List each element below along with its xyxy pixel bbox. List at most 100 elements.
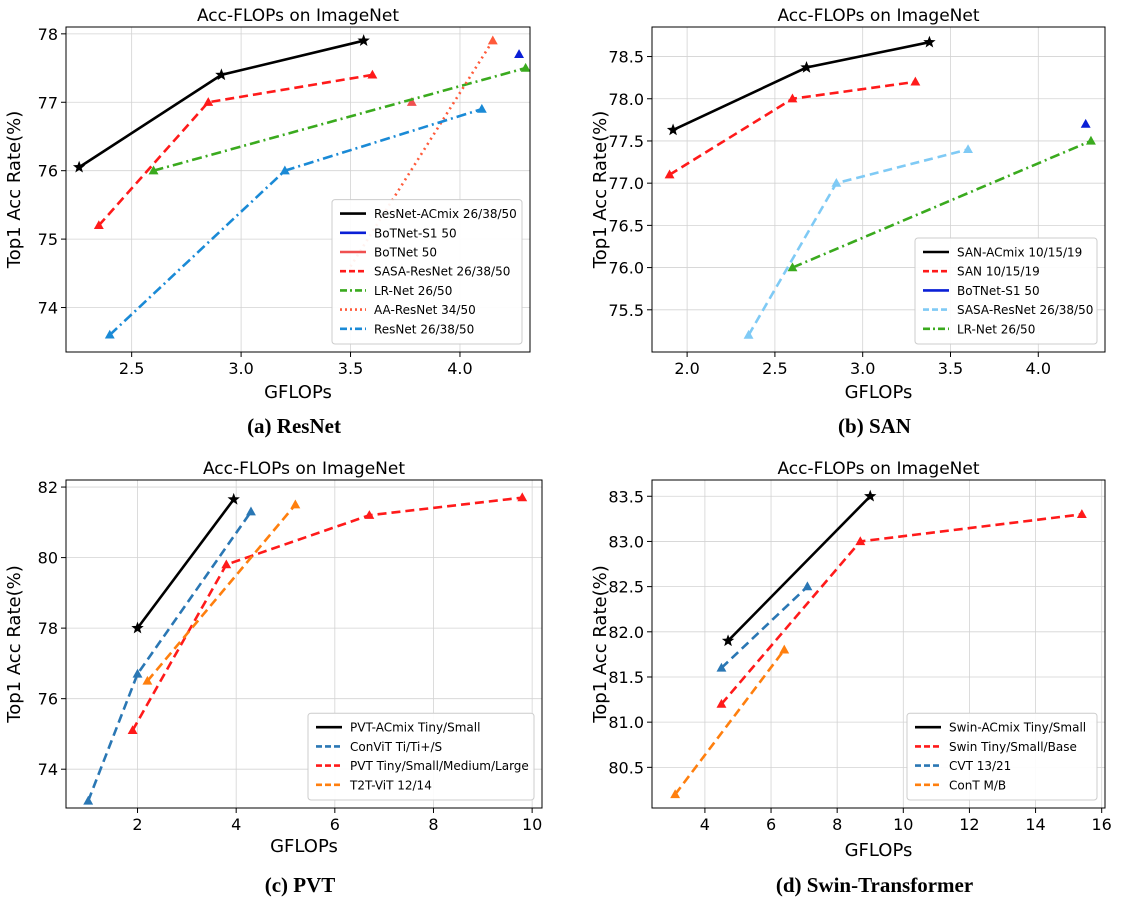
data-point (132, 668, 143, 678)
series-2 (1080, 118, 1091, 128)
series-3 (743, 144, 973, 339)
legend-label: SAN 10/15/19 (957, 265, 1040, 279)
y-tick-label: 75.5 (608, 301, 644, 320)
y-axis-label: Top1 Acc Rate(%) (4, 111, 25, 269)
data-point (716, 698, 727, 708)
legend-label: AA-ResNet 34/50 (374, 303, 476, 317)
y-tick-label: 74 (38, 760, 58, 779)
y-tick-label: 76.0 (608, 259, 644, 278)
data-point (855, 536, 866, 546)
chart-panel-1: 2.0 2.5 3.0 3.5 4.0 75.5 76.0 76.5 77.0 77.5 78.0 7… (590, 6, 1106, 438)
x-tick-label: 10 (522, 815, 542, 834)
data-point (514, 49, 524, 59)
data-point (131, 621, 144, 634)
series-line (153, 66, 526, 172)
legend-box (906, 712, 1098, 801)
series-2 (406, 97, 417, 106)
chart-title: Acc-FLOPs on ImageNet (197, 6, 399, 26)
legend-box (914, 237, 1098, 345)
series-line (791, 139, 1092, 269)
x-tick-label: 6 (330, 815, 340, 834)
y-tick-label: 78 (38, 619, 58, 638)
x-axis-label: GFLOPs (270, 836, 338, 857)
x-tick-label: 3.5 (338, 359, 363, 378)
chart-panel-2: 2 4 6 8 10 74 76 78 80 82 PVT-ACmix Tiny/Small ConV… (4, 459, 543, 897)
series-0 (721, 489, 877, 647)
data-point (517, 492, 528, 502)
chart-panel-0: 2.5 3.0 3.5 4.0 74 75 76 77 78 ResNet-ACmix 26/38… (4, 6, 531, 438)
data-point (1080, 118, 1091, 128)
series-1 (514, 49, 524, 59)
legend-label: BoTNet-S1 50 (374, 226, 457, 240)
x-tick-label: 2.5 (119, 359, 144, 378)
legend-label: T2T-ViT 12/14 (349, 778, 432, 792)
series-line (131, 496, 523, 732)
legend-label: LR-Net 26/50 (374, 284, 452, 298)
series-1 (664, 76, 921, 179)
x-tick-label: 4.0 (1026, 359, 1051, 378)
data-point (203, 97, 214, 106)
y-tick-label: 75 (38, 230, 58, 249)
legend-label: ConT M/B (949, 778, 1006, 792)
series-2 (127, 492, 528, 735)
chart-title: Acc-FLOPs on ImageNet (777, 6, 979, 26)
y-tick-label: 83.5 (608, 487, 644, 506)
data-point (72, 160, 86, 173)
x-tick-label: 3.5 (938, 359, 963, 378)
chart-title: Acc-FLOPs on ImageNet (203, 459, 405, 479)
panel-caption: (c) PVT (265, 873, 336, 897)
series-line (86, 510, 253, 802)
legend-label: Swin Tiny/Small/Base (949, 740, 1077, 754)
data-point (1076, 509, 1087, 518)
y-tick-label: 76 (38, 162, 58, 181)
data-point (1086, 135, 1096, 145)
series-0 (72, 34, 370, 173)
y-tick-label: 77.0 (608, 174, 644, 193)
plot-frame (651, 479, 1106, 809)
x-tick-label: 3.0 (850, 359, 875, 378)
data-point (864, 489, 877, 502)
data-point (779, 644, 790, 654)
series-5 (349, 35, 498, 268)
y-tick-label: 76.5 (608, 216, 644, 235)
data-point (246, 506, 256, 516)
data-point (743, 329, 754, 339)
data-point (802, 581, 813, 591)
legend-label: LR-Net 26/50 (957, 322, 1035, 336)
data-point (666, 123, 680, 136)
data-point (93, 220, 104, 230)
series-line (136, 498, 235, 629)
series-3 (142, 499, 301, 685)
y-tick-label: 81.5 (608, 668, 644, 687)
data-point (721, 634, 735, 647)
x-tick-label: 3.0 (228, 359, 253, 378)
legend-label: PVT Tiny/Small/Medium/Large (350, 759, 529, 773)
data-point (716, 662, 727, 672)
legend-label: SASA-ResNet 26/38/50 (957, 303, 1093, 317)
y-tick-label: 81.0 (608, 713, 644, 732)
series-0 (666, 35, 936, 136)
y-tick-label: 74 (38, 299, 58, 318)
data-point (800, 61, 813, 73)
plot-frame (651, 26, 1106, 353)
series-2 (716, 581, 813, 672)
series-line (720, 585, 809, 669)
legend-label: SAN-ACmix 10/15/19 (957, 246, 1082, 260)
panel-caption: (d) Swin-Transformer (776, 873, 973, 897)
legend: Swin-ACmix Tiny/Small Swin Tiny/Small/Bas… (906, 712, 1098, 801)
y-tick-label: 78.5 (608, 48, 644, 67)
legend-label: CVT 13/21 (949, 759, 1011, 773)
data-point (221, 559, 232, 569)
data-point (127, 725, 138, 735)
y-tick-label: 82.5 (608, 578, 644, 597)
data-point (142, 675, 153, 685)
series-line (78, 39, 364, 169)
plot-frame (65, 479, 543, 809)
x-tick-label: 4.0 (447, 359, 472, 378)
series-line (349, 39, 494, 268)
x-tick-label: 2.5 (762, 359, 787, 378)
y-tick-label: 78.0 (608, 90, 644, 109)
data-point (83, 795, 94, 805)
series-line (727, 495, 872, 642)
data-point (406, 97, 417, 106)
